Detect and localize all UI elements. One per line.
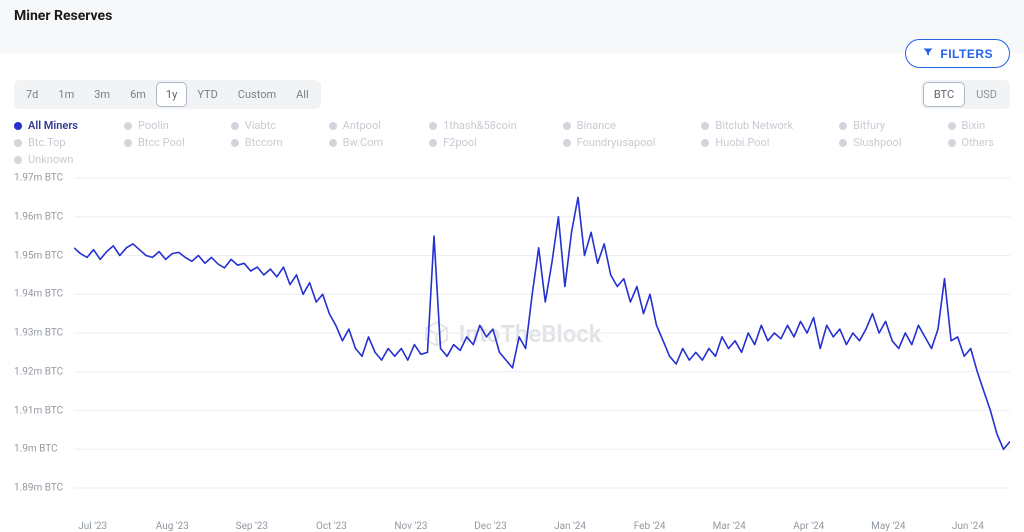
range-6m[interactable]: 6m — [120, 82, 156, 107]
legend-dot-icon — [329, 139, 337, 147]
legend-item-all-miners[interactable]: All Miners — [14, 119, 94, 132]
legend-dot-icon — [124, 122, 132, 130]
filters-button-label: FILTERS — [940, 47, 993, 61]
range-1y[interactable]: 1y — [156, 82, 187, 107]
filters-button[interactable]: FILTERS — [905, 39, 1010, 68]
unit-usd[interactable]: USD — [965, 82, 1008, 107]
y-axis-tick: 1.94m BTC — [14, 289, 63, 300]
legend-label: Poolin — [138, 119, 169, 132]
legend-item-f2pool[interactable]: F2pool — [429, 136, 533, 149]
legend-label: Antpool — [343, 119, 381, 132]
legend-item-unknown[interactable]: Unknown — [14, 153, 94, 166]
legend-dot-icon — [329, 122, 337, 130]
legend-dot-icon — [701, 122, 709, 130]
legend-item-viabtc[interactable]: Viabtc — [231, 119, 299, 132]
legend-item-poolin[interactable]: Poolin — [124, 119, 201, 132]
legend-label: Viabtc — [245, 119, 276, 132]
legend: All Miners Poolin Viabtc Antpool 1thash&58co… — [14, 119, 1010, 166]
x-axis-tick: Sep '23 — [236, 521, 268, 532]
legend-dot-icon — [563, 122, 571, 130]
legend-item-foundryusapool[interactable]: Foundryusapool — [563, 136, 672, 149]
legend-dot-icon — [231, 139, 239, 147]
y-axis-tick: 1.93m BTC — [14, 328, 63, 339]
x-axis-tick: Oct '23 — [316, 521, 347, 532]
y-axis-tick: 1.92m BTC — [14, 366, 63, 377]
x-axis-tick: Aug '23 — [156, 521, 189, 532]
legend-label: Btc.Top — [28, 136, 66, 149]
legend-item-bw-com[interactable]: Bw.Com — [329, 136, 399, 149]
filter-icon — [922, 46, 934, 61]
x-axis-tick: Jan '24 — [554, 521, 586, 532]
page-title: Miner Reserves — [14, 8, 1010, 24]
legend-dot-icon — [124, 139, 132, 147]
unit-btc[interactable]: BTC — [923, 82, 965, 107]
legend-dot-icon — [429, 139, 437, 147]
legend-label: Huobi.Pool — [715, 136, 769, 149]
legend-item-btccom[interactable]: Btccom — [231, 136, 299, 149]
y-axis-tick: 1.91m BTC — [14, 405, 63, 416]
legend-label: Binance — [577, 119, 616, 132]
y-axis-tick: 1.89m BTC — [14, 483, 63, 494]
legend-item-huobi-pool[interactable]: Huobi.Pool — [701, 136, 809, 149]
legend-label: F2pool — [443, 136, 477, 149]
legend-label: Foundryusapool — [577, 136, 656, 149]
x-axis-tick: Mar '24 — [713, 521, 746, 532]
legend-label: All Miners — [28, 119, 78, 132]
legend-label: Bitclub Network — [715, 119, 793, 132]
x-axis-tick: May '24 — [871, 521, 905, 532]
legend-dot-icon — [839, 122, 847, 130]
legend-dot-icon — [14, 139, 22, 147]
range-3m[interactable]: 3m — [84, 82, 120, 107]
legend-label: Btccom — [245, 136, 283, 149]
range-custom[interactable]: Custom — [228, 82, 286, 107]
unit-toggle: BTCUSD — [921, 80, 1010, 109]
range-all[interactable]: All — [286, 82, 319, 107]
legend-dot-icon — [839, 139, 847, 147]
y-axis-tick: 1.97m BTC — [14, 173, 63, 184]
legend-label: Bitfury — [853, 119, 885, 132]
legend-dot-icon — [563, 139, 571, 147]
legend-label: Bixin — [962, 119, 986, 132]
legend-item-bitclub-network[interactable]: Bitclub Network — [701, 119, 809, 132]
y-axis-tick: 1.95m BTC — [14, 250, 63, 261]
line-chart-svg — [74, 172, 1010, 512]
range-ytd[interactable]: YTD — [187, 82, 227, 107]
legend-dot-icon — [429, 122, 437, 130]
legend-label: Others — [962, 136, 994, 149]
legend-item-1thash-58coin[interactable]: 1thash&58coin — [429, 119, 533, 132]
x-axis-tick: Jun '24 — [952, 521, 984, 532]
legend-dot-icon — [231, 122, 239, 130]
legend-item-others[interactable]: Others — [948, 136, 1010, 149]
legend-label: Bw.Com — [343, 136, 383, 149]
legend-item-btc-top[interactable]: Btc.Top — [14, 136, 94, 149]
range-1m[interactable]: 1m — [48, 82, 84, 107]
legend-dot-icon — [14, 156, 22, 164]
legend-label: Unknown — [28, 153, 73, 166]
legend-label: Btcc Pool — [138, 136, 185, 149]
x-axis-tick: Jul '23 — [78, 521, 107, 532]
legend-label: Slushpool — [853, 136, 901, 149]
legend-item-bixin[interactable]: Bixin — [948, 119, 1010, 132]
x-axis-tick: Feb '24 — [634, 521, 666, 532]
range-7d[interactable]: 7d — [16, 82, 48, 107]
legend-item-antpool[interactable]: Antpool — [329, 119, 399, 132]
x-axis-tick: Apr '24 — [793, 521, 824, 532]
legend-label: 1thash&58coin — [443, 119, 517, 132]
x-axis-tick: Nov '23 — [394, 521, 427, 532]
legend-dot-icon — [14, 122, 22, 130]
time-range-picker: 7d1m3m6m1yYTDCustomAll — [14, 80, 321, 109]
legend-item-bitfury[interactable]: Bitfury — [839, 119, 917, 132]
y-axis-tick: 1.96m BTC — [14, 211, 63, 222]
legend-item-slushpool[interactable]: Slushpool — [839, 136, 917, 149]
legend-dot-icon — [701, 139, 709, 147]
y-axis-tick: 1.9m BTC — [14, 444, 58, 455]
legend-item-binance[interactable]: Binance — [563, 119, 672, 132]
legend-dot-icon — [948, 139, 956, 147]
legend-dot-icon — [948, 122, 956, 130]
legend-item-btcc-pool[interactable]: Btcc Pool — [124, 136, 201, 149]
x-axis-tick: Dec '23 — [474, 521, 507, 532]
chart-area: IntoTheBlock 1.89m BTC1.9m BTC1.91m BTC1… — [14, 172, 1010, 532]
